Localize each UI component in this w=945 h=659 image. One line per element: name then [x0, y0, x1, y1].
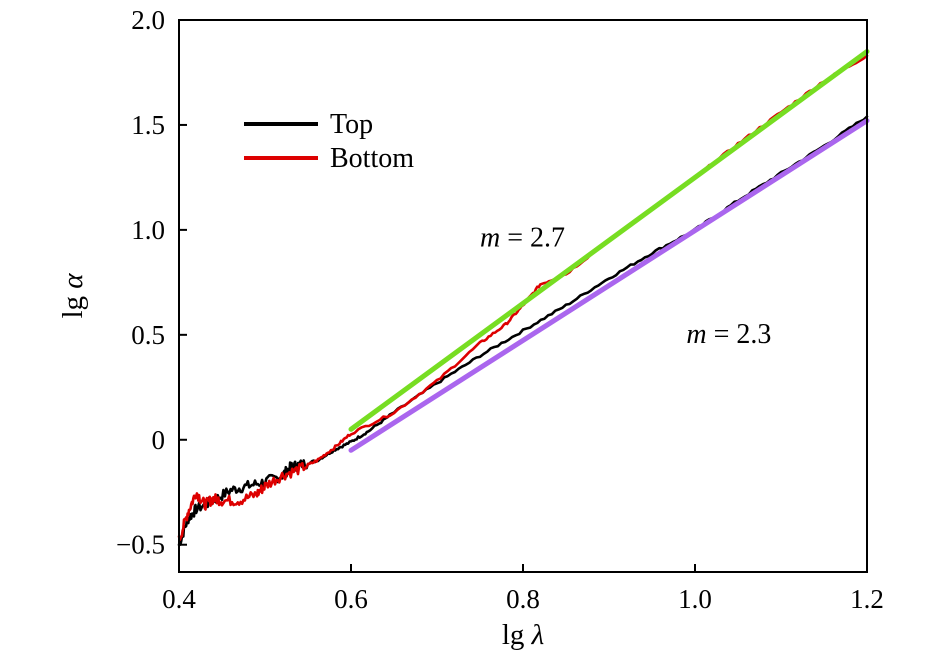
x-tick-label: 0.4 [162, 584, 196, 614]
legend: Top Bottom [244, 109, 414, 174]
x-axis-label-symbol: λ [531, 619, 545, 651]
x-tick-label: 0.6 [334, 584, 368, 614]
legend-label-top: Top [330, 109, 373, 140]
y-axis-label-symbol: α [57, 273, 89, 289]
series-layer [177, 49, 870, 547]
y-axis-label: lg α [57, 273, 89, 319]
slope-annotation-symbol: m [480, 223, 500, 254]
slope-annotation-purple: m = 2.3 [686, 319, 771, 350]
y-tick-label: 1.0 [131, 215, 165, 245]
slope-annotation-green: m = 2.7 [480, 223, 565, 254]
plot-frame [178, 19, 868, 573]
x-axis-label: lg λ [502, 619, 544, 651]
slope-annotation-symbol: m [686, 319, 706, 350]
slope-annotation-value: = 2.7 [500, 223, 565, 254]
series-line-fit-2 [348, 49, 870, 432]
x-tick-label: 1.0 [678, 584, 712, 614]
slope-annotation-value: = 2.3 [707, 319, 772, 350]
x-tick-label: 0.8 [506, 584, 540, 614]
y-axis-label-prefix: lg [57, 289, 89, 319]
ticks-layer: 0.4 0.6 0.8 1.0 1.2 −0.5 0 0.5 1.0 1.5 2.0 [116, 5, 884, 614]
y-tick-label: −0.5 [116, 530, 165, 560]
y-tick-label: 2.0 [131, 5, 165, 35]
legend-label-bottom: Bottom [330, 143, 414, 174]
x-tick-label: 1.2 [850, 584, 884, 614]
y-tick-label: 0 [152, 425, 166, 455]
y-tick-label: 0.5 [131, 320, 165, 350]
y-tick-label: 1.5 [131, 110, 165, 140]
x-axis-label-prefix: lg [502, 619, 532, 651]
series-line-fit-3 [348, 118, 870, 453]
